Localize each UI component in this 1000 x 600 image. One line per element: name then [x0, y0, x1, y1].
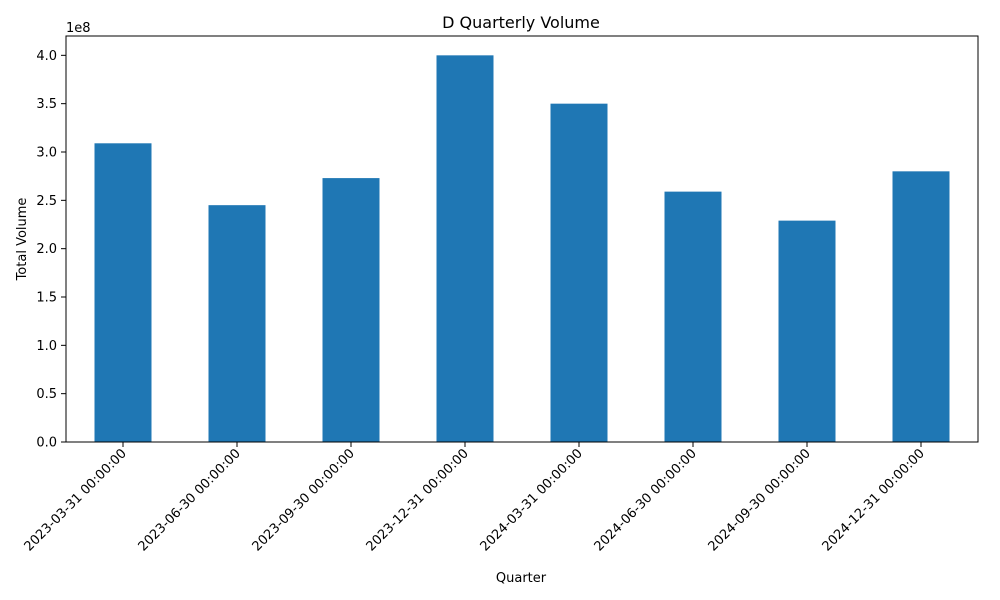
- y-tick-label-0: 0.0: [36, 436, 57, 451]
- y-tick-label-4: 2.0: [36, 242, 57, 257]
- x-tick-label-1: 2023-06-30 00:00:00: [136, 446, 244, 554]
- x-tick-label-6: 2024-09-30 00:00:00: [706, 446, 814, 554]
- x-tick-label-4: 2024-03-31 00:00:00: [478, 446, 586, 554]
- bar-6: [778, 220, 836, 442]
- y-tick-label-7: 3.5: [36, 97, 57, 112]
- bars-group: [94, 55, 950, 443]
- plot-frame: [65, 35, 979, 443]
- y-scale-label: 1e8: [66, 21, 91, 36]
- bar-4: [550, 103, 608, 443]
- y-tick-label-6: 3.0: [36, 146, 57, 161]
- y-axis-label: Total Volume: [15, 198, 30, 282]
- x-tick-label-5: 2024-06-30 00:00:00: [592, 446, 700, 554]
- x-tick-label-2: 2023-09-30 00:00:00: [250, 446, 358, 554]
- bar-7: [892, 171, 950, 443]
- x-axis-label: Quarter: [496, 571, 547, 586]
- y-tick-label-3: 1.5: [36, 291, 57, 306]
- y-tick-label-8: 4.0: [36, 49, 57, 64]
- bar-5: [664, 191, 722, 442]
- x-tick-label-7: 2024-12-31 00:00:00: [820, 446, 928, 554]
- bar-0: [94, 143, 152, 443]
- bar-3: [436, 55, 494, 442]
- x-tick-label-0: 2023-03-31 00:00:00: [22, 446, 130, 554]
- y-tick-label-5: 2.5: [36, 194, 57, 209]
- x-tick-label-3: 2023-12-31 00:00:00: [364, 446, 472, 554]
- y-axis: 0.0 0.5 1.0 1.5 2.0 2.5 3.0 3.5 4.0: [36, 49, 66, 451]
- chart-title: D Quarterly Volume: [442, 13, 600, 32]
- bar-1: [208, 205, 266, 442]
- bar-2: [322, 178, 380, 442]
- y-tick-label-2: 1.0: [36, 339, 57, 354]
- y-tick-label-1: 0.5: [36, 387, 57, 402]
- x-axis: 2023-03-31 00:00:00 2023-06-30 00:00:00 20…: [22, 442, 928, 554]
